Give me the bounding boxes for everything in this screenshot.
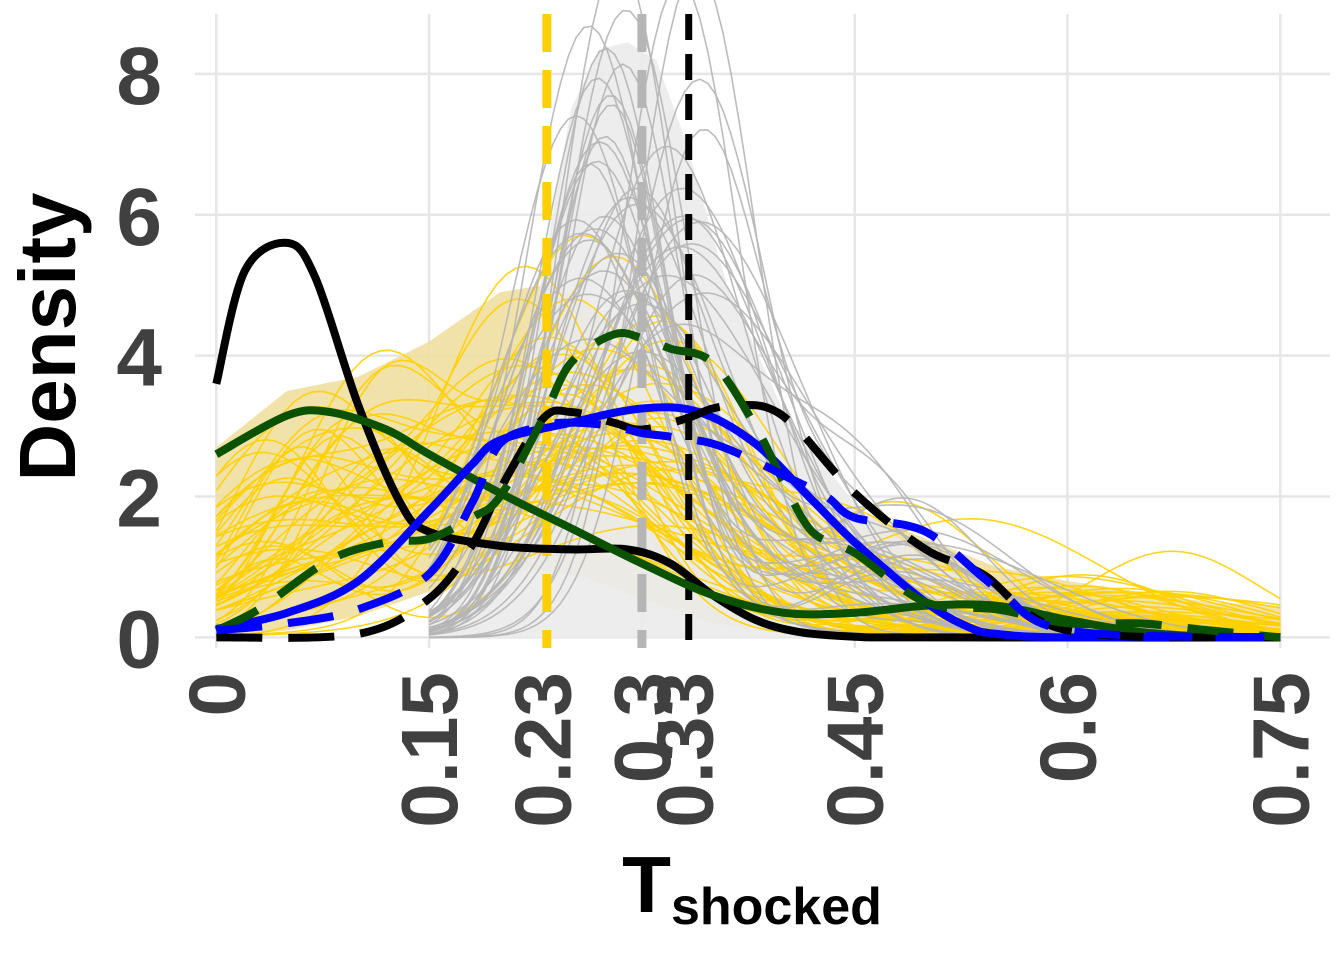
ensemble-curve-gold-42 <box>215 441 1281 635</box>
x-tick-labels: 0 0.15 0.23 0.30.33 0.45 0.6 0.75 <box>172 672 1325 828</box>
x-tick-label-4: 0.33 <box>640 672 729 828</box>
x-axis-title-main: T <box>622 840 671 929</box>
x-axis-title: Tshocked <box>622 840 882 936</box>
y-tick-label-0: 0 <box>116 594 162 685</box>
y-axis-title: Density <box>3 192 92 481</box>
summary-curves <box>212 238 1281 642</box>
y-tick-label-4: 8 <box>116 31 162 122</box>
x-axis-title-subscript: shocked <box>671 878 882 936</box>
reference-lines <box>542 14 693 648</box>
y-tick-label-1: 2 <box>116 454 162 545</box>
y-tick-label-3: 6 <box>116 172 162 263</box>
ensemble-curve-gold-33 <box>215 364 1281 633</box>
y-tick-label-2: 4 <box>116 313 162 404</box>
x-tick-label-7: 0.75 <box>1236 672 1325 828</box>
y-tick-labels: 0 2 4 6 8 <box>116 31 162 686</box>
x-tick-label-3: 0.3 <box>598 672 687 783</box>
curve-solid-green <box>214 406 1281 642</box>
x-tick-label-6: 0.6 <box>1024 672 1113 783</box>
ensemble-curve-gold-58 <box>215 406 1281 634</box>
x-tick-label-1: 0.15 <box>385 672 474 828</box>
x-tick-label-2: 0.23 <box>499 672 588 828</box>
x-tick-label-5: 0.45 <box>811 672 900 828</box>
curve-solid-black <box>212 238 1281 642</box>
ensemble-curve-gold-45 <box>215 334 1281 638</box>
ensemble-curve-gold-11 <box>215 445 1281 627</box>
x-tick-label-0: 0 <box>172 672 261 717</box>
curve-dashed-black <box>216 400 1281 642</box>
curve-solid-blue <box>215 403 1281 642</box>
curve-dashed-blue <box>215 418 1281 642</box>
curve-dashed-green <box>214 329 1281 642</box>
